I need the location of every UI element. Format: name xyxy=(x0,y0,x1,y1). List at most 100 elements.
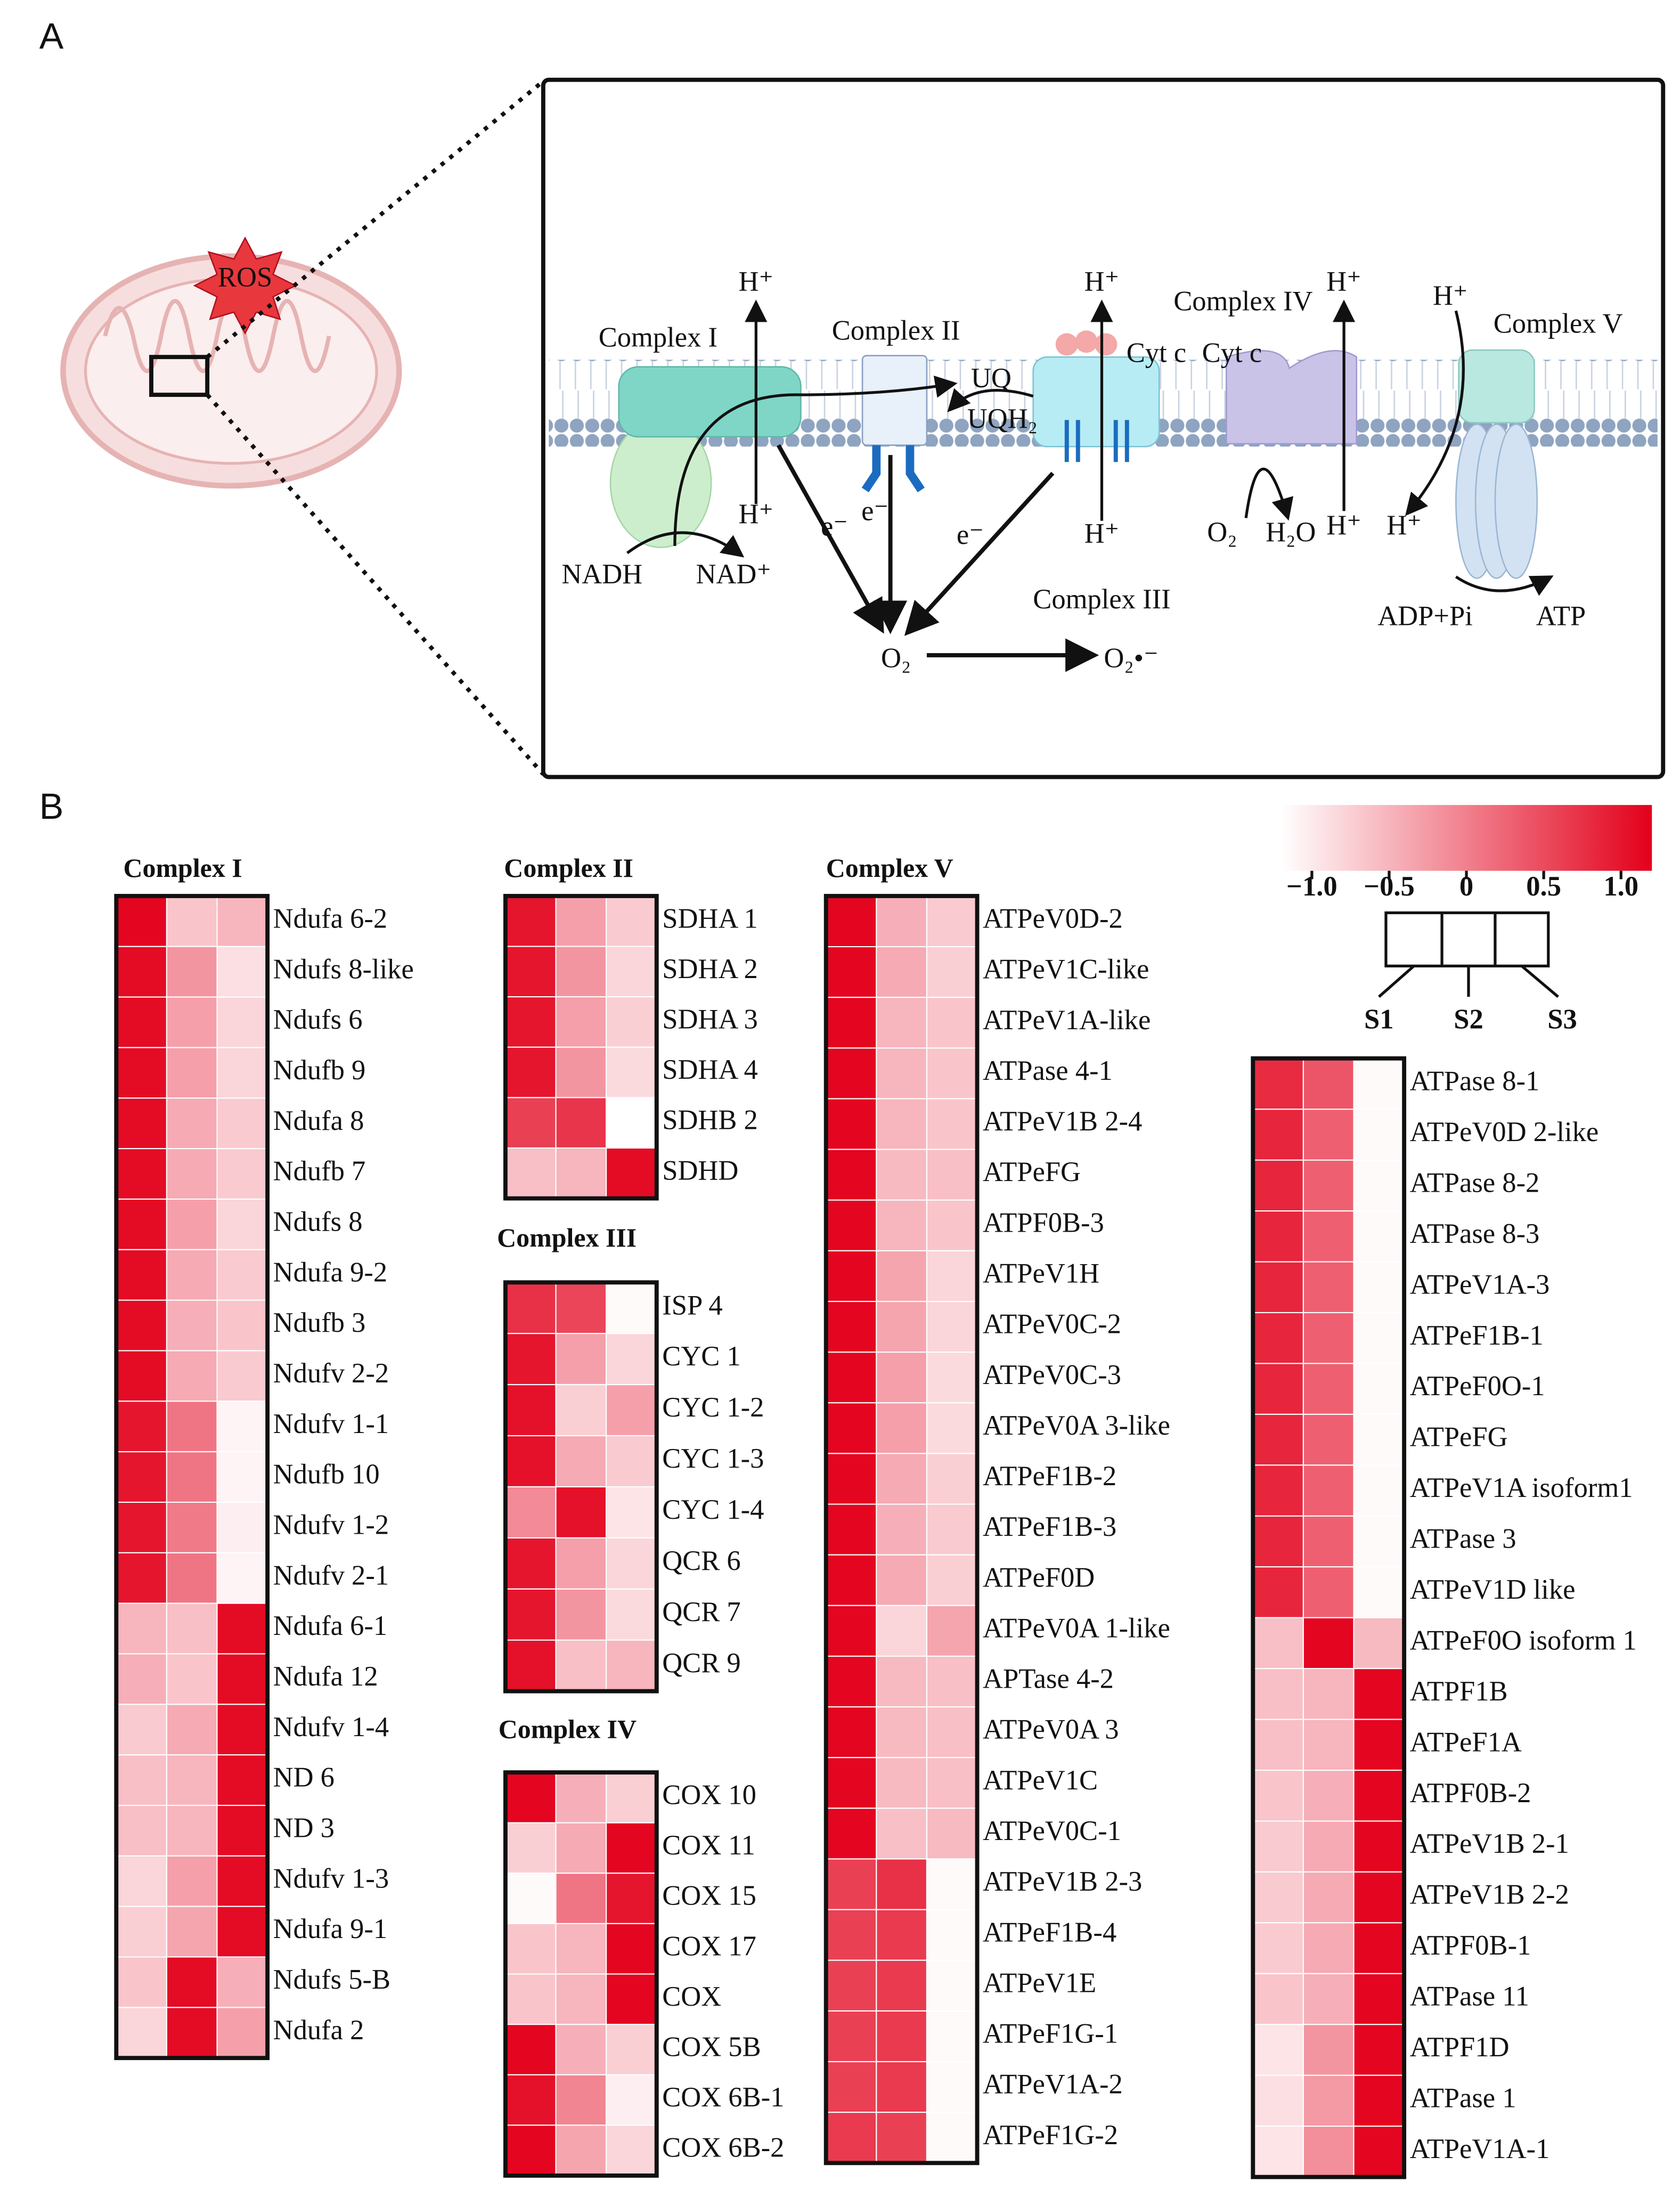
heatmap-cell xyxy=(606,1097,657,1149)
row-label: ATPase 8-3 xyxy=(1410,1218,1540,1249)
heatmap-cell xyxy=(116,1401,167,1453)
row-label: ATPeF1B-2 xyxy=(983,1461,1116,1492)
heatmap-cell xyxy=(1252,1159,1304,1212)
heatmap-cell xyxy=(876,1808,927,1860)
row-label: Ndufv 2-2 xyxy=(273,1358,389,1389)
heatmap-cell xyxy=(825,2010,877,2063)
heatmap-cell xyxy=(504,895,557,947)
heatmap-cell xyxy=(876,1453,927,1505)
row-label: SDHB 2 xyxy=(662,1105,758,1136)
heatmap-cell xyxy=(1252,1261,1304,1314)
heatmap-cell xyxy=(116,1552,167,1604)
heatmap-cell xyxy=(1353,1973,1405,2025)
heatmap-cell xyxy=(116,1804,167,1857)
row-label: SDHA 3 xyxy=(662,1004,758,1035)
heatmap-cell xyxy=(876,2061,927,2113)
heatmap-cell xyxy=(1252,2074,1304,2127)
heatmap-cell xyxy=(1353,1312,1405,1364)
colorbar-tick-label: 0.5 xyxy=(1526,871,1561,902)
heatmap-cell xyxy=(504,1384,557,1437)
row-label: ATPase 1 xyxy=(1410,2082,1516,2113)
heatmap-cell xyxy=(166,1451,218,1503)
heatmap-cell xyxy=(876,1098,927,1150)
panel-label: A xyxy=(39,17,64,57)
heatmap-cell xyxy=(504,2124,557,2177)
row-label: ATPase 8-1 xyxy=(1410,1066,1540,1097)
heatmap-cell xyxy=(116,1148,167,1200)
heatmap-cell xyxy=(876,997,927,1049)
heatmap-cell xyxy=(1302,2074,1355,2127)
heatmap-cell xyxy=(116,1855,167,1907)
row-label: APTase 4-2 xyxy=(983,1664,1114,1695)
heatmap-cell xyxy=(216,1097,268,1150)
heatmap-cell xyxy=(825,2061,877,2113)
heatmap-cell xyxy=(166,1956,218,2008)
heatmap-cell xyxy=(926,1909,978,1961)
row-label: ATPF1D xyxy=(1410,2032,1510,2063)
row-label: COX xyxy=(662,1981,721,2012)
heatmap-cell xyxy=(926,1149,978,1201)
heatmap-cell xyxy=(926,1098,978,1150)
heatmap-cell xyxy=(116,1350,167,1402)
row-label: Ndufs 6 xyxy=(273,1004,363,1035)
row-label: ATPeV1A-2 xyxy=(983,2069,1123,2100)
heatmap-cell xyxy=(166,2007,218,2059)
heatmap-cell xyxy=(216,1754,268,1806)
row-label: QCR 9 xyxy=(662,1648,740,1679)
heatmap-cell xyxy=(1353,1057,1405,1110)
heatmap-cell xyxy=(555,1639,607,1692)
heatmap-cell xyxy=(555,946,607,998)
row-label: CYC 1-2 xyxy=(662,1392,764,1423)
heatmap-cell xyxy=(116,1906,167,1958)
heatmap-cell xyxy=(166,1906,218,1958)
row-label: ATPeV1E xyxy=(983,1967,1096,1998)
row-label: ATPeFG xyxy=(983,1157,1081,1187)
heatmap-cell xyxy=(876,1352,927,1404)
row-label: Ndufa 8 xyxy=(273,1105,364,1136)
heatmap-title: Complex V xyxy=(826,853,953,883)
heatmap-cell xyxy=(926,946,978,998)
row-label: ISP 4 xyxy=(662,1290,722,1321)
heatmap-cell xyxy=(876,1300,927,1353)
heatmap-cell xyxy=(876,1909,927,1961)
row-label: CYC 1-3 xyxy=(662,1443,764,1474)
heatmap-cell xyxy=(116,1754,167,1806)
row-label: ATPeV0D 2-like xyxy=(1410,1117,1599,1147)
heatmap-cell xyxy=(166,996,218,1048)
heatmap-cell xyxy=(1353,1719,1405,1771)
heatmap-cell xyxy=(1252,1312,1304,1364)
heatmap-cell xyxy=(606,1973,657,2025)
row-label: ATPeF1B-4 xyxy=(983,1917,1116,1948)
heatmap-cell xyxy=(116,2007,167,2059)
heatmap-cell xyxy=(1302,1820,1355,1873)
row-label: COX 17 xyxy=(662,1931,756,1961)
heatmap-cell xyxy=(876,1047,927,1100)
heatmap-cell xyxy=(116,946,167,998)
heatmap-cell xyxy=(825,1149,877,1201)
heatmap-cell xyxy=(166,1602,218,1655)
heatmap-cell xyxy=(1302,1413,1355,1466)
row-label: ATPeV1A-1 xyxy=(1410,2134,1550,2164)
heatmap-cell xyxy=(606,1822,657,1874)
heatmap-cell xyxy=(1353,1210,1405,1263)
heatmap-cell xyxy=(825,1655,877,1708)
heatmap-cell xyxy=(116,1501,167,1553)
heatmap-cell xyxy=(166,1653,218,1705)
heatmap-cell xyxy=(1353,1922,1405,1974)
row-label: COX 5B xyxy=(662,2031,761,2062)
heatmap-cell xyxy=(555,1588,607,1641)
heatmap-cell xyxy=(926,2112,978,2164)
row-label: ATPase 8-2 xyxy=(1410,1167,1540,1198)
heatmap-cell xyxy=(876,1858,927,1910)
row-label: ATPeF1B-1 xyxy=(1410,1320,1544,1351)
row-label: ATPeV0C-1 xyxy=(983,1816,1121,1846)
diagram-label: ROS xyxy=(218,262,272,293)
heatmap-cell xyxy=(825,1047,877,1100)
heatmap-cell xyxy=(825,895,877,948)
heatmap-cell xyxy=(166,1198,218,1250)
heatmap-cell xyxy=(504,1873,557,1924)
row-label: COX 10 xyxy=(662,1779,756,1810)
heatmap-cell xyxy=(1302,1109,1355,1161)
row-label: ATPeF1G-1 xyxy=(983,2018,1118,2049)
heatmap-cell xyxy=(825,1757,877,1809)
